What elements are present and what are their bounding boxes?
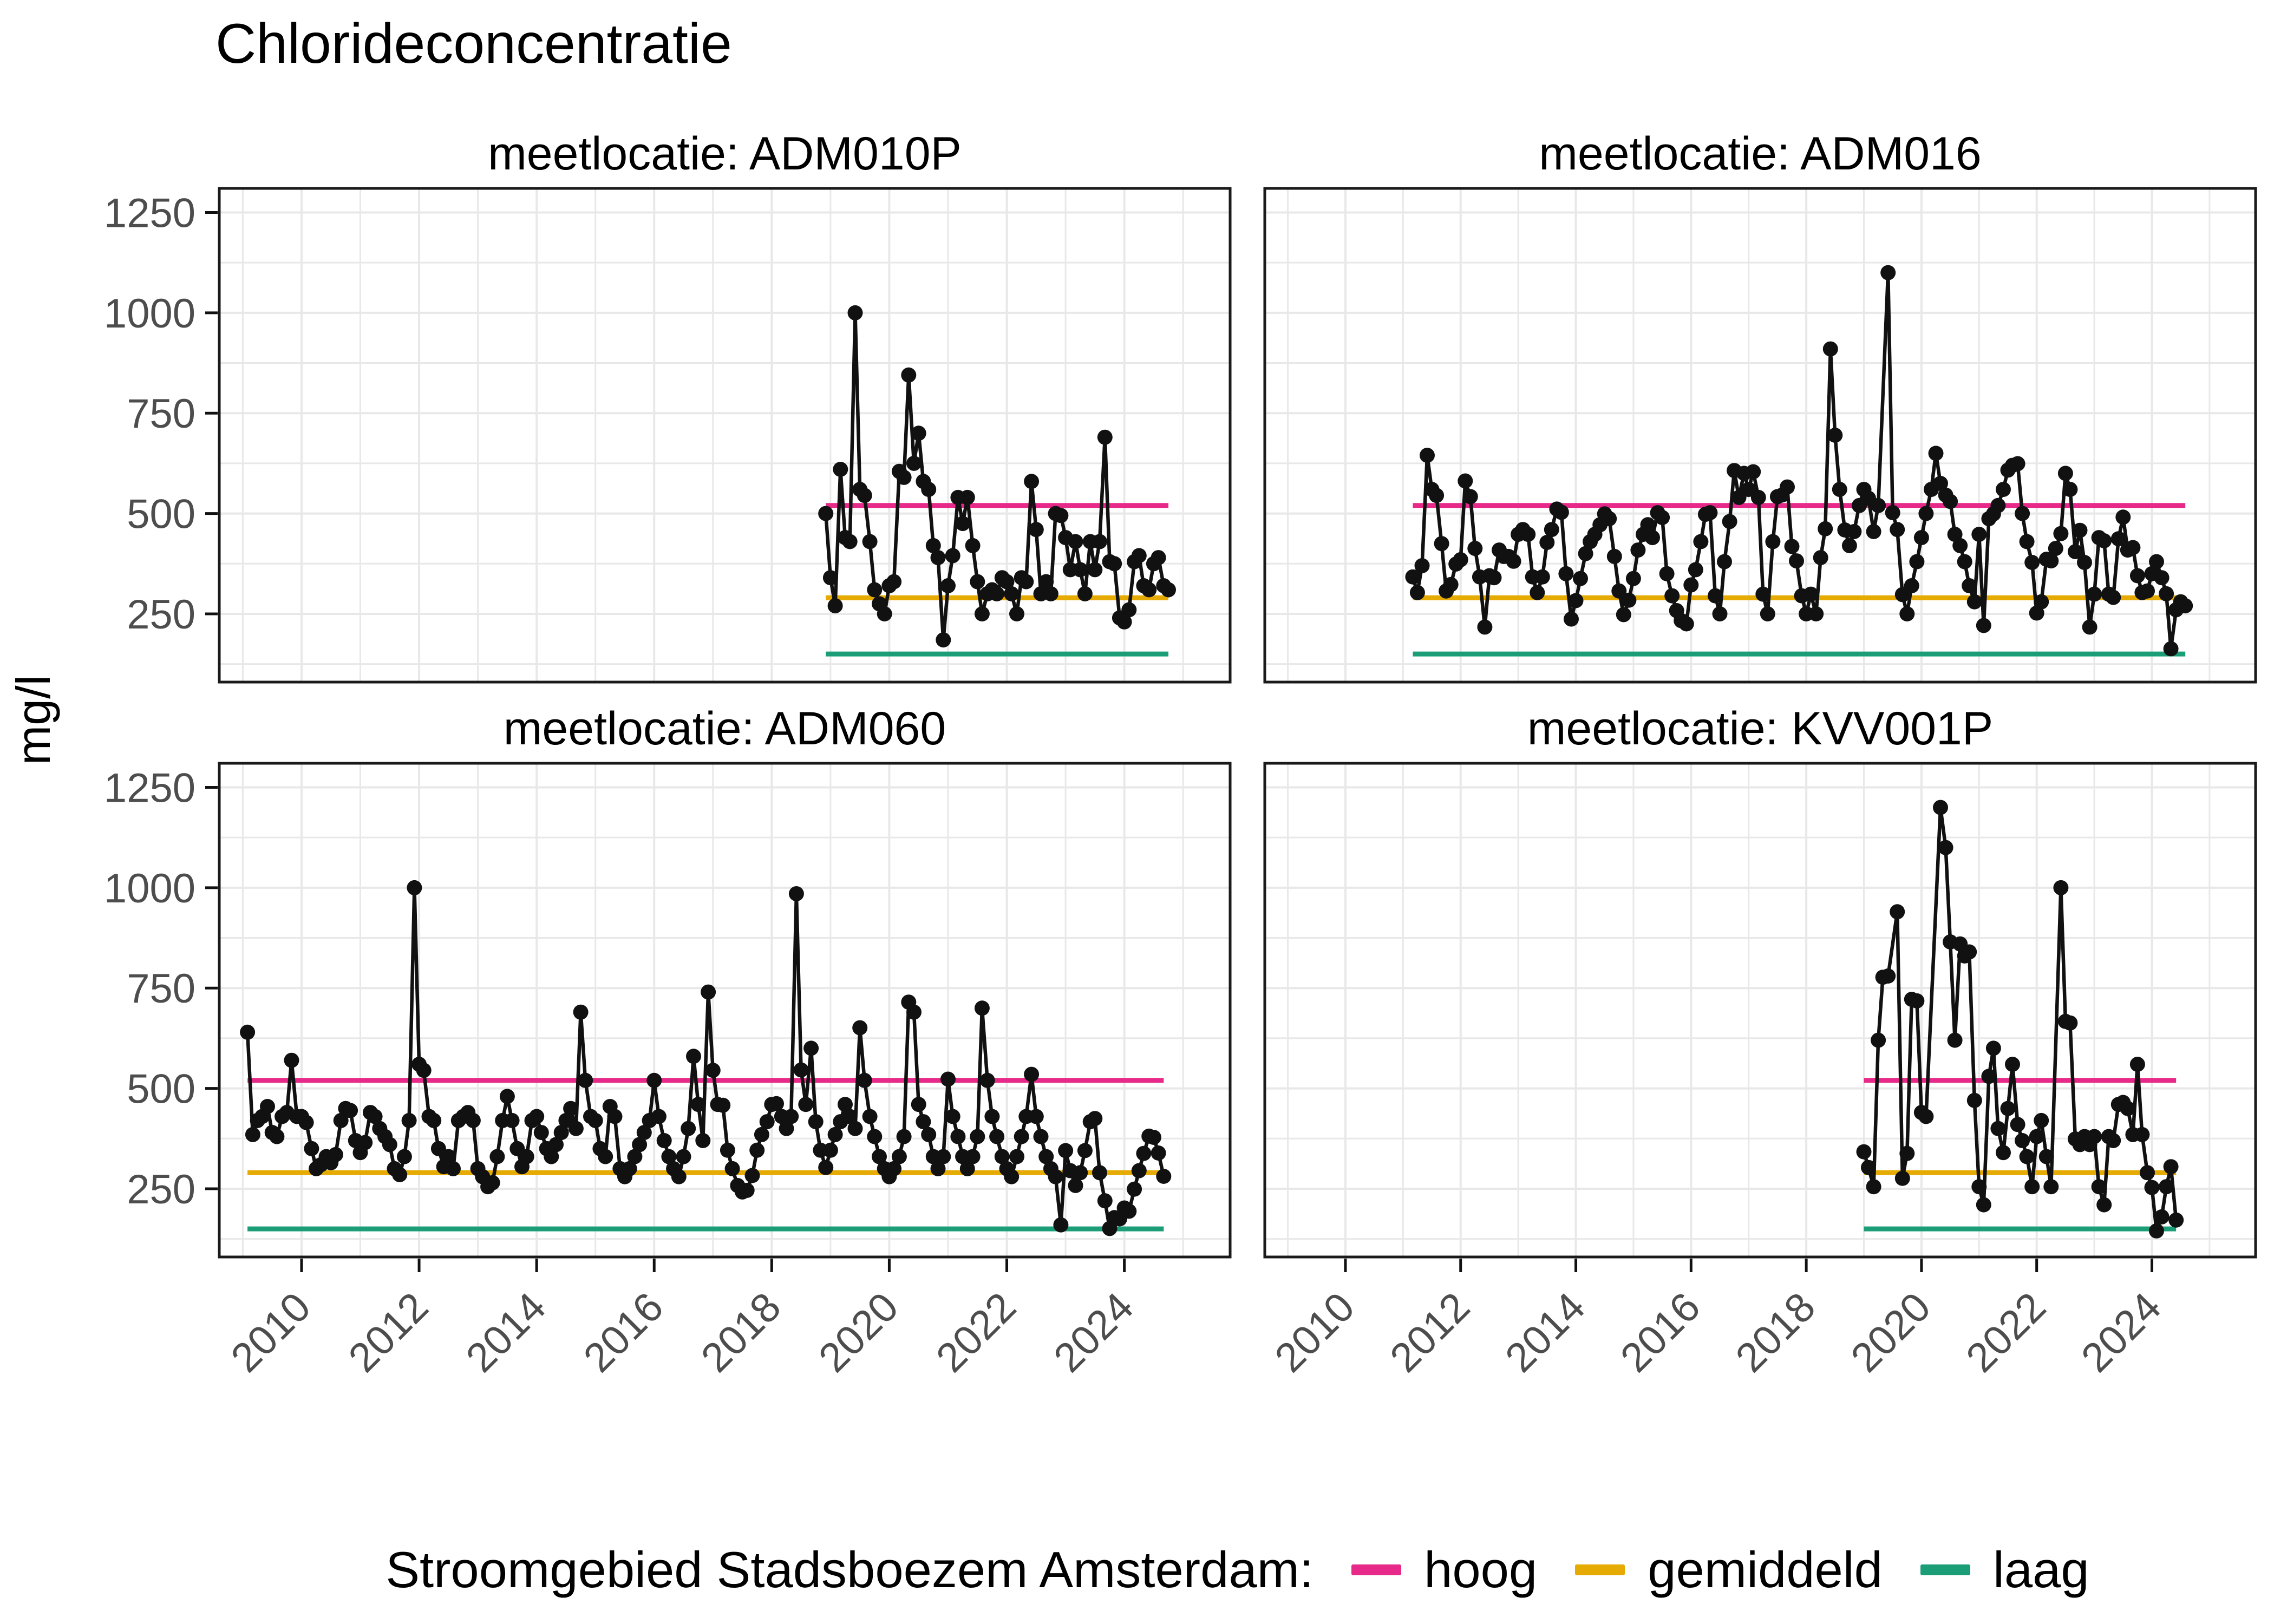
- y-tick-label: 250: [127, 592, 195, 638]
- y-axis-label: mg/l: [6, 675, 60, 765]
- legend-item-hoog: hoog: [1351, 1541, 1537, 1599]
- y-tick-label: 1250: [104, 190, 195, 236]
- panel-2: [1263, 187, 2257, 684]
- legend-item-laag: laag: [1920, 1541, 2089, 1599]
- gemiddeld-line-key-icon: [1575, 1564, 1625, 1575]
- x-tick-label: 2024: [2073, 1284, 2170, 1381]
- y-tick-label: 500: [127, 492, 195, 538]
- panel-border: [218, 762, 1232, 1259]
- legend-title: Stroomgebied Stadsboezem Amsterdam:: [385, 1541, 1314, 1598]
- y-tick-label: 750: [127, 966, 195, 1012]
- y-tick-label: 500: [127, 1066, 195, 1112]
- data-line: [1862, 806, 2178, 1233]
- legend-label-gemiddeld: gemiddeld: [1648, 1541, 1883, 1598]
- x-tick-label: 2012: [1381, 1284, 1479, 1381]
- panel-4: 2010 2012 2014 2016 2018 2020 2022 2024: [1263, 762, 2257, 1381]
- x-tick-label: 2016: [1612, 1284, 1709, 1381]
- facet-title-adm010p: meetlocatie: ADM010P: [488, 128, 962, 180]
- x-tick-label: 2022: [927, 1284, 1025, 1381]
- x-tick-label: 2010: [223, 1284, 320, 1381]
- x-tick-label: 2018: [1727, 1284, 1825, 1381]
- y-tick-label: 1000: [104, 866, 195, 912]
- legend: Stroomgebied Stadsboezem Amsterdam: hoog…: [219, 1527, 2256, 1613]
- laag-line-key-icon: [1920, 1564, 1970, 1575]
- legend-item-gemiddeld: gemiddeld: [1575, 1541, 1883, 1599]
- x-tick-label: 2022: [1957, 1284, 2055, 1381]
- panel-border: [1263, 187, 2257, 684]
- panel-1: 250 500 750 1000 1250: [104, 187, 1232, 684]
- chart-title: Chlorideconcentratie: [215, 12, 732, 75]
- hoog-line-key-icon: [1351, 1564, 1402, 1575]
- x-tick-label: 2012: [340, 1284, 437, 1381]
- facet-title-adm060: meetlocatie: ADM060: [503, 703, 946, 755]
- facet-title-kvv001p: meetlocatie: KVV001P: [1527, 703, 1994, 755]
- y-tick-label: 1000: [104, 291, 195, 337]
- x-tick-label: 2018: [692, 1284, 790, 1381]
- legend-label-laag: laag: [1992, 1541, 2089, 1598]
- panel-border: [1263, 762, 2257, 1259]
- x-tick-label: 2024: [1045, 1284, 1142, 1381]
- x-tick-label: 2020: [810, 1284, 907, 1381]
- y-tick-label: 750: [127, 391, 195, 437]
- facet-title-adm016: meetlocatie: ADM016: [1539, 128, 1982, 180]
- y-tick-label: 250: [127, 1167, 195, 1213]
- panel-border: [218, 187, 1232, 684]
- x-tick-label: 2010: [1266, 1284, 1364, 1381]
- x-tick-label: 2020: [1842, 1284, 1939, 1381]
- data-line: [245, 886, 1166, 1230]
- x-tick-label: 2016: [575, 1284, 672, 1381]
- x-tick-label: 2014: [458, 1284, 555, 1381]
- y-tick-label: 1250: [104, 765, 195, 811]
- legend-label-hoog: hoog: [1424, 1541, 1538, 1598]
- x-tick-label: 2014: [1497, 1284, 1594, 1381]
